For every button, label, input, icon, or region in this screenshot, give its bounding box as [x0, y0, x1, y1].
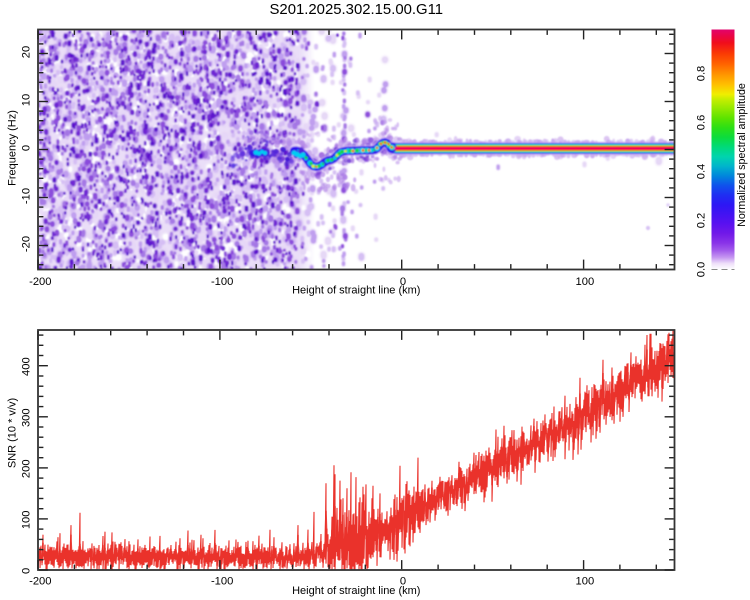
svg-text:10: 10	[21, 94, 33, 106]
svg-text:Height of straight line (km): Height of straight line (km)	[292, 285, 420, 297]
svg-text:Frequency (Hz): Frequency (Hz)	[7, 110, 19, 186]
svg-text:100: 100	[576, 276, 595, 288]
svg-text:-200: -200	[29, 276, 51, 288]
svg-text:100: 100	[576, 576, 595, 588]
svg-text:0.6: 0.6	[696, 115, 708, 131]
svg-text:0: 0	[400, 576, 406, 588]
svg-text:200: 200	[21, 459, 33, 478]
svg-text:100: 100	[21, 511, 33, 530]
svg-text:Normalized spectral amplitude: Normalized spectral amplitude	[736, 83, 748, 227]
svg-text:300: 300	[21, 408, 33, 427]
svg-text:0.8: 0.8	[696, 66, 708, 82]
svg-text:20: 20	[21, 46, 33, 58]
svg-text:S201.2025.302.15.00.G11: S201.2025.302.15.00.G11	[269, 2, 443, 18]
svg-text:0: 0	[21, 568, 33, 574]
svg-text:-200: -200	[29, 576, 51, 588]
svg-text:Height of straight line (km): Height of straight line (km)	[292, 585, 420, 597]
svg-text:0.0: 0.0	[696, 262, 708, 278]
svg-text:SNR (10 * v/v): SNR (10 * v/v)	[7, 398, 19, 468]
svg-text:0: 0	[400, 276, 406, 288]
svg-text:400: 400	[21, 357, 33, 376]
svg-text:-20: -20	[21, 236, 33, 252]
svg-text:-100: -100	[211, 276, 233, 288]
svg-text:-100: -100	[211, 576, 233, 588]
svg-text:-10: -10	[21, 188, 33, 204]
svg-text:0.2: 0.2	[696, 213, 708, 229]
svg-text:0: 0	[21, 145, 33, 151]
svg-text:0.4: 0.4	[696, 164, 708, 180]
